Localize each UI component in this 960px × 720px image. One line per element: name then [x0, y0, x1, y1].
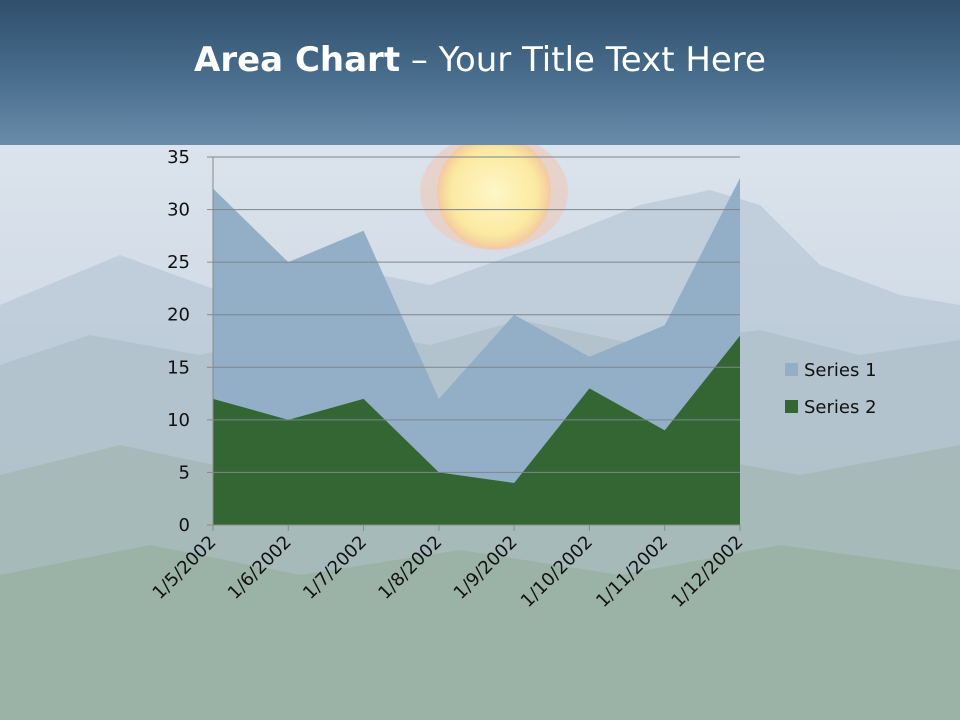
y-tick-label: 15 — [167, 357, 190, 378]
legend-label-series-2: Series 2 — [804, 397, 877, 418]
slide-title-bold: Area Chart — [194, 40, 401, 80]
y-tick-label: 30 — [167, 200, 190, 221]
x-tick-label: 1/12/2002 — [667, 532, 747, 612]
y-tick-label: 35 — [167, 147, 190, 168]
y-tick-label: 0 — [179, 515, 190, 536]
slide-title: Area Chart – Your Title Text Here — [0, 40, 960, 80]
x-tick-label: 1/7/2002 — [299, 532, 371, 604]
x-tick-label: 1/6/2002 — [224, 532, 296, 604]
legend-swatch-series-2 — [785, 400, 798, 413]
x-tick-label: 1/5/2002 — [149, 532, 221, 604]
x-tick-label: 1/8/2002 — [374, 532, 446, 604]
x-tick-label: 1/11/2002 — [592, 532, 672, 612]
x-tick-label: 1/9/2002 — [450, 532, 522, 604]
y-tick-label: 10 — [167, 410, 190, 431]
series-2-area — [213, 335, 740, 525]
x-tick-label: 1/10/2002 — [517, 532, 597, 612]
y-tick-label: 25 — [167, 252, 190, 273]
y-tick-label: 20 — [167, 305, 190, 326]
title-band — [0, 0, 960, 145]
y-tick-label: 5 — [179, 462, 190, 483]
legend-label-series-1: Series 1 — [804, 360, 877, 381]
slide-title-rest: – Your Title Text Here — [400, 40, 766, 80]
legend-swatch-series-1 — [785, 363, 798, 376]
